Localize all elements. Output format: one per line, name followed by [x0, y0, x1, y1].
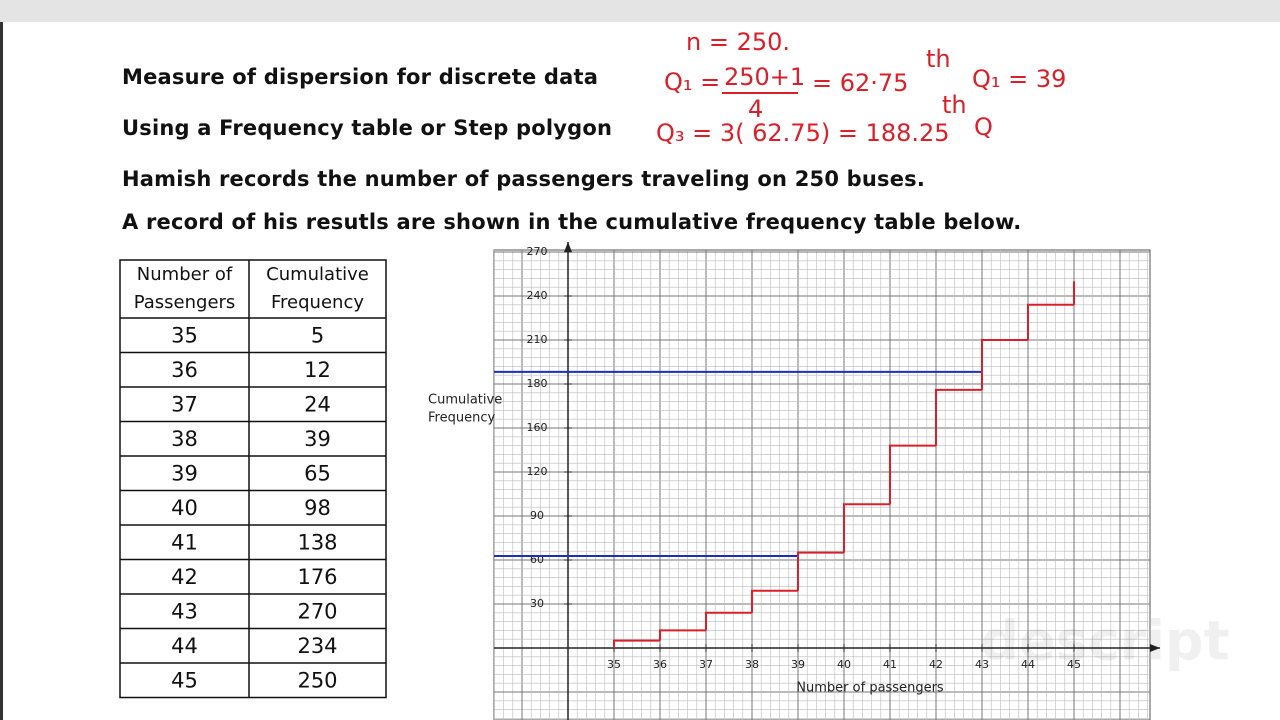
step: [705, 611, 752, 631]
x-tick-label: 45: [1067, 658, 1081, 671]
table-header: Number of: [137, 264, 233, 285]
table-cell: 39: [171, 461, 198, 485]
y-tick-label: 180: [527, 377, 548, 390]
step: [843, 503, 890, 553]
table-cell: 44: [171, 634, 198, 658]
top-bar: [0, 0, 1280, 22]
y-tick-label: 60: [530, 553, 544, 566]
y-axis-label: Frequency: [428, 411, 495, 426]
annotation: Q₁ = 39: [972, 65, 1066, 93]
frequency-table: Number of Passengers Cumulative Frequency 35…: [119, 259, 387, 699]
table-cell: 39: [304, 427, 331, 451]
step: [1027, 303, 1074, 340]
step: [613, 639, 660, 648]
y-tick-label: 210: [527, 333, 548, 346]
table-cell: 234: [297, 634, 337, 658]
y-axis-arrow: [564, 242, 572, 252]
step: [981, 339, 1028, 390]
x-tick-label: 43: [975, 658, 989, 671]
table-cell: 270: [297, 599, 337, 623]
watermark: descript: [980, 610, 1229, 673]
x-axis-label: Number of passengers: [796, 681, 944, 696]
table-cell: 65: [304, 461, 331, 485]
step-polygon: 30 60 90 120 160 180 210 240 270 35 36 37 38 39 40 41 42…: [428, 242, 1160, 720]
y-tick-label: 120: [527, 465, 548, 478]
step: [797, 551, 844, 591]
step: [659, 629, 706, 641]
annotation: th: [926, 45, 951, 73]
annotation: Q: [974, 113, 993, 141]
x-tick-label: 41: [883, 658, 897, 671]
table-cell: 138: [297, 530, 337, 554]
y-tick-label: 240: [527, 289, 548, 302]
annotation: th: [942, 91, 967, 119]
left-edge: [0, 22, 3, 720]
table-cell: 176: [297, 565, 337, 589]
table-cell: 42: [171, 565, 198, 589]
step: [935, 388, 982, 446]
table-header: Frequency: [271, 292, 364, 313]
heading: Hamish records the number of passengers …: [122, 167, 925, 191]
table-cell: 98: [304, 496, 331, 520]
y-tick-label: 30: [530, 597, 544, 610]
table-cell: 43: [171, 599, 198, 623]
x-tick-label: 35: [607, 658, 621, 671]
table-cell: 250: [297, 668, 337, 692]
annotation: 4: [748, 95, 763, 123]
table-cell: 35: [171, 323, 198, 347]
x-tick-label: 36: [653, 658, 667, 671]
table-cell: 45: [171, 668, 198, 692]
annotation: Q₁ =: [664, 68, 720, 96]
y-tick-label: 270: [527, 245, 548, 258]
x-tick-label: 39: [791, 658, 805, 671]
annotation: Q₃ = 3( 62.75) = 188.25: [656, 119, 950, 147]
annotation: 250+1: [724, 63, 805, 91]
x-tick-label: 38: [745, 658, 759, 671]
table-cell: 24: [304, 392, 331, 416]
table-cell: 41: [171, 530, 198, 554]
table-cell: 36: [171, 358, 198, 382]
table-border: [119, 259, 387, 699]
x-axis-arrow: [1150, 644, 1160, 652]
table-header: Passengers: [134, 292, 236, 313]
x-tick-label: 44: [1021, 658, 1035, 671]
heading: Measure of dispersion for discrete data: [122, 65, 598, 89]
annotation: = 62·75: [812, 69, 908, 97]
table-cell: 12: [304, 358, 331, 382]
y-axis-label: Cumulative: [428, 393, 502, 408]
y-tick-label: 160: [527, 421, 548, 434]
heading: A record of his resutls are shown in the…: [122, 210, 1021, 234]
annotation: n = 250.: [686, 28, 790, 56]
heading: Using a Frequency table or Step polygon: [122, 116, 612, 140]
table-cell: 38: [171, 427, 198, 451]
x-tick-label: 40: [837, 658, 851, 671]
table-header: Cumulative: [266, 264, 369, 285]
step: [751, 589, 798, 613]
table-cell: 5: [311, 323, 324, 347]
table-cell: 37: [171, 392, 198, 416]
x-tick-label: 37: [699, 658, 713, 671]
grid-frame: [493, 249, 1151, 720]
table-cell: 40: [171, 496, 198, 520]
step: [889, 444, 936, 505]
y-tick-label: 90: [530, 509, 544, 522]
x-tick-label: 42: [929, 658, 943, 671]
